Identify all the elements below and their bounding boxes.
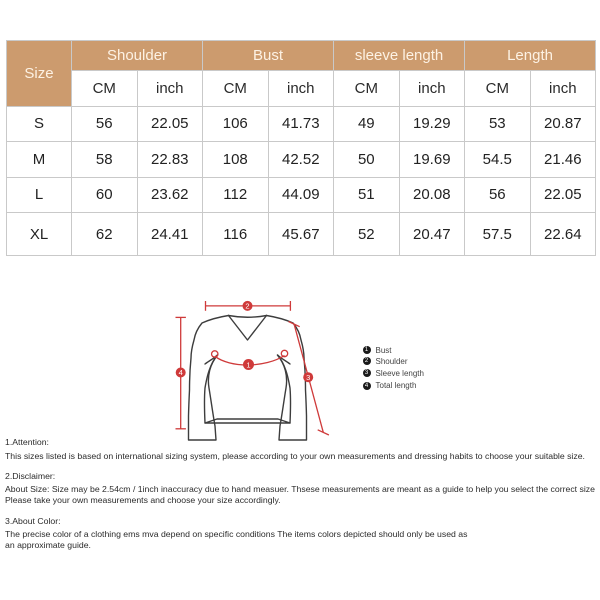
svg-text:2: 2 — [245, 302, 249, 311]
svg-text:3: 3 — [306, 373, 310, 382]
svg-text:1: 1 — [246, 360, 250, 369]
svg-text:4: 4 — [179, 368, 183, 377]
